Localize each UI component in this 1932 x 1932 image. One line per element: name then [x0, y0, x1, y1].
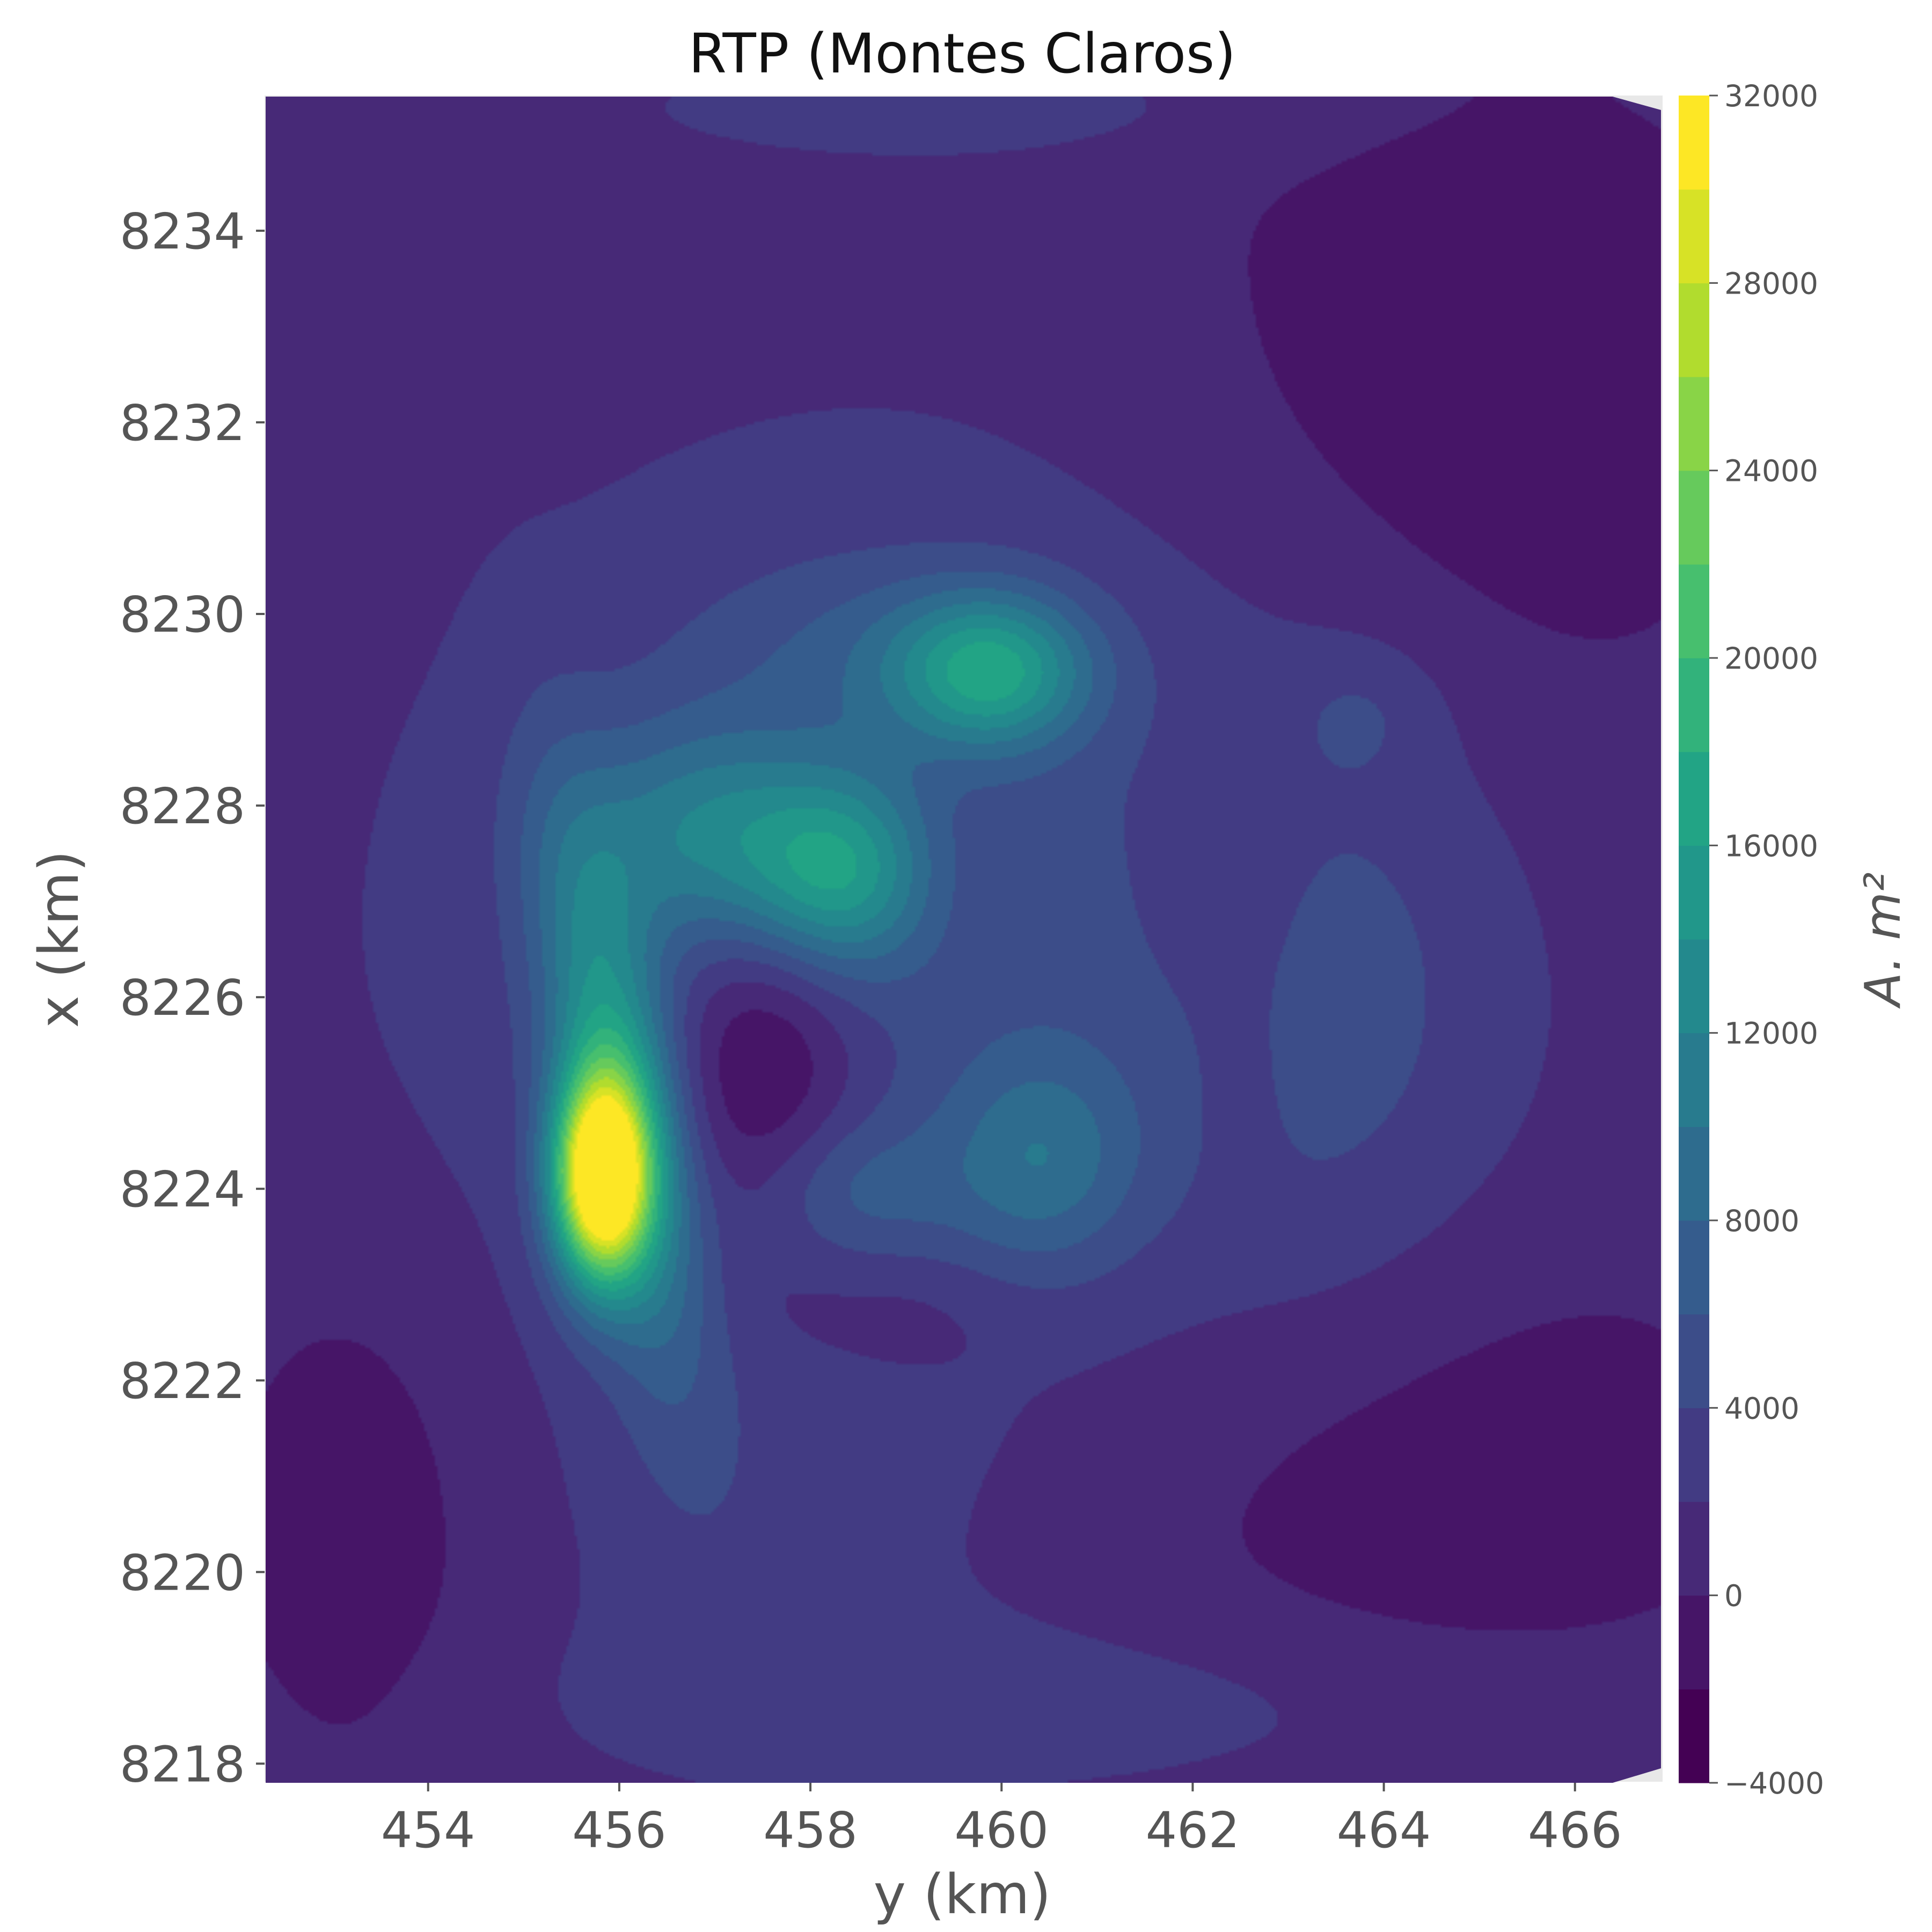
colorbar-band	[1679, 470, 1709, 565]
x-tick-label: 454	[381, 1802, 475, 1859]
colorbar-band	[1679, 189, 1709, 283]
colorbar-band	[1679, 1595, 1709, 1689]
y-axis-label: x (km)	[27, 851, 91, 1028]
colorbar-band	[1679, 1314, 1709, 1408]
colorbar-tick-label: 0	[1724, 1579, 1743, 1613]
y-axis: 8218 8220 8222 8224 8226 8228 8230 8232 8234	[120, 203, 265, 1793]
y-tick-label: 8218	[120, 1736, 245, 1793]
colorbar-band	[1679, 283, 1709, 377]
y-tick-label: 8222	[120, 1352, 245, 1410]
x-tick-label: 460	[954, 1802, 1049, 1859]
contour-field	[266, 97, 1661, 1783]
colorbar-tick-label: 28000	[1724, 266, 1818, 301]
colorbar-tick-label: 8000	[1724, 1204, 1799, 1238]
x-axis: 454 456 458 460 462 464 466	[381, 1783, 1622, 1859]
y-tick-label: 8220	[120, 1544, 245, 1601]
y-tick-label: 8232	[120, 394, 245, 452]
y-tick-label: 8228	[120, 778, 245, 835]
colorbar-band	[1679, 751, 1709, 846]
y-tick-label: 8224	[120, 1161, 245, 1218]
chart-title: RTP (Montes Claros)	[689, 22, 1236, 86]
colorbar-tick-label: 16000	[1724, 829, 1818, 863]
colorbar-band	[1679, 1689, 1709, 1783]
y-tick-label: 8230	[120, 586, 245, 643]
x-tick-label: 464	[1337, 1802, 1431, 1859]
x-tick-label: 458	[763, 1802, 858, 1859]
colorbar-band	[1679, 564, 1709, 658]
x-tick-label: 462	[1146, 1802, 1240, 1859]
colorbar-tick-label: 24000	[1724, 454, 1818, 488]
colorbar-band	[1679, 96, 1709, 190]
colorbar-band	[1679, 939, 1709, 1034]
colorbar-band	[1679, 1126, 1709, 1221]
colorbar-tick-label: 4000	[1724, 1391, 1799, 1425]
colorbar-tick-label: 12000	[1724, 1016, 1818, 1051]
colorbar-band	[1679, 377, 1709, 471]
colorbar-label: A. m²	[1854, 872, 1912, 1009]
y-tick-label: 8226	[120, 969, 245, 1027]
colorbar-band	[1679, 1220, 1709, 1315]
colorbar-band	[1679, 1033, 1709, 1127]
x-axis-label: y (km)	[874, 1863, 1051, 1927]
y-tick-label: 8234	[120, 203, 245, 260]
colorbar-band	[1679, 658, 1709, 752]
x-tick-label: 466	[1528, 1802, 1622, 1859]
x-tick-label: 456	[572, 1802, 667, 1859]
colorbar-band	[1679, 845, 1709, 940]
colorbar-tick-label: 20000	[1724, 641, 1818, 676]
colorbar-tick-label: −4000	[1724, 1766, 1824, 1801]
colorbar-band	[1679, 1502, 1709, 1596]
plot-area	[266, 97, 1661, 1783]
colorbar-band	[1679, 1408, 1709, 1502]
colorbar-tick-label: 32000	[1724, 79, 1818, 113]
colorbar: −4000 0 4000 8000 12000 16000 20000 24000 28000 3…	[1679, 79, 1824, 1801]
